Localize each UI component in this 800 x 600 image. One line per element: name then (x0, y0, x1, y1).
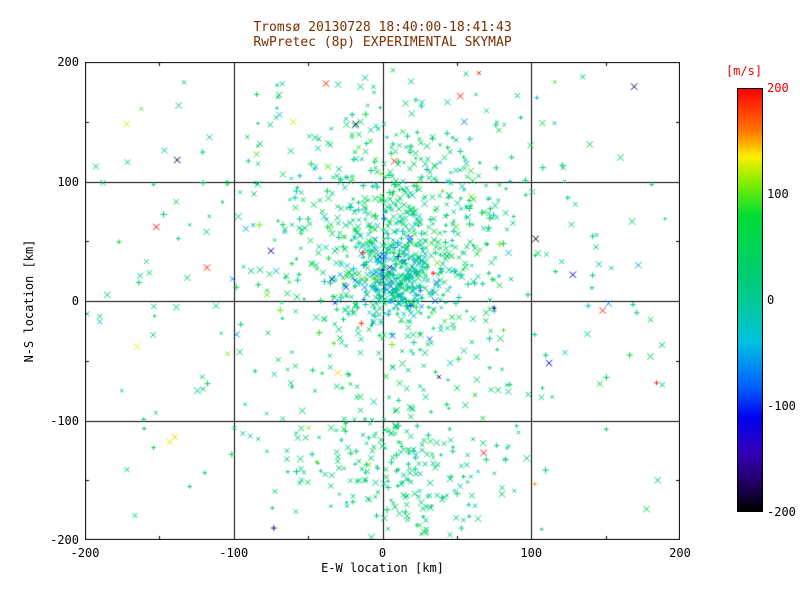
colorbar-tick-label: 100 (767, 187, 789, 201)
y-tick-label: 0 (71, 294, 79, 308)
x-tick-label: -200 (70, 546, 100, 560)
colorbar-tick-label: 0 (767, 293, 775, 307)
x-tick-label: 100 (520, 546, 543, 560)
x-tick-label: -100 (219, 546, 249, 560)
y-tick-label: -100 (50, 413, 79, 428)
y-tick-label: 100 (57, 174, 79, 189)
colorbar-tick-label: -100 (767, 399, 796, 413)
y-tick-label: 200 (57, 55, 79, 69)
x-tick-label: 0 (378, 546, 387, 560)
colorbar-tick-label: -200 (767, 505, 796, 519)
y-tick-label: -200 (50, 533, 79, 547)
x-tick-label: 200 (669, 546, 691, 560)
figure-subtitle: RwPretec (8p) EXPERIMENTAL SKYMAP (253, 35, 512, 50)
velocity-colorbar (737, 88, 763, 512)
x-axis-label: E-W location [km] (321, 561, 444, 575)
skymap-scatter-canvas (85, 62, 680, 540)
figure-title: Tromsø 20130728 18:40:00-18:41:43 (253, 20, 512, 35)
colorbar-tick-label: 200 (767, 81, 789, 95)
colorbar-units-label: [m/s] (725, 64, 763, 78)
